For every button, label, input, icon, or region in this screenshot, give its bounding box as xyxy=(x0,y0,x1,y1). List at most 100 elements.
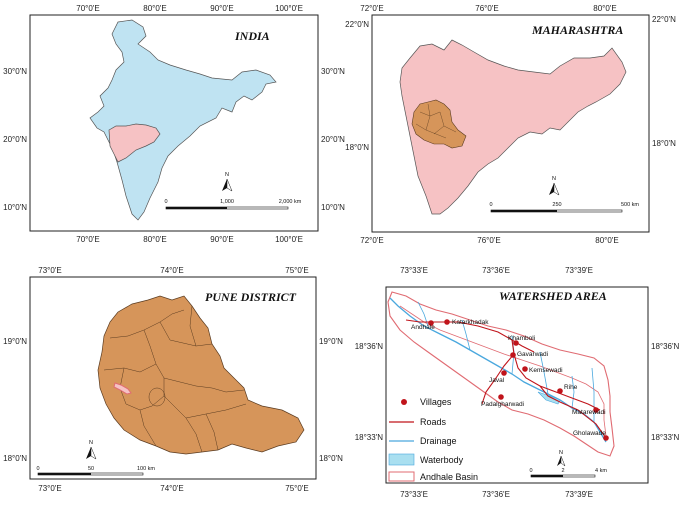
road-network xyxy=(405,319,607,439)
ws-bottom-tick-2: 73°36'E xyxy=(482,490,510,499)
india-right-tick-2: 20°0'N xyxy=(321,135,345,144)
village-kemsewadi-label: Kemsewadi xyxy=(529,367,563,374)
village-kemsewadi-dot xyxy=(522,366,528,372)
mh-scale-0: 0 xyxy=(489,202,492,208)
watershed-frame xyxy=(385,286,649,484)
village-andhale-dot xyxy=(428,320,434,326)
pune-scale-0: 0 xyxy=(36,466,39,472)
ws-north-arrow: N xyxy=(557,450,566,467)
village-andhale-label: Andhale xyxy=(411,324,435,331)
pune-scale-1: 50 xyxy=(88,466,94,472)
ws-right-tick-1: 18°36'N xyxy=(651,342,680,351)
india-right-tick-1: 30°0'N xyxy=(321,67,345,76)
india-scale-bar: 0 1,000 2,000 km xyxy=(164,199,302,210)
village-rihe-dot xyxy=(557,388,563,394)
mh-top-tick-1: 72°0'E xyxy=(360,4,383,13)
mh-left-tick-1: 22°0'N xyxy=(345,20,369,29)
pune-bottom-tick-1: 73°0'E xyxy=(38,484,61,493)
ws-top-tick-3: 73°39'E xyxy=(565,266,593,275)
mh-top-tick-3: 80°0'E xyxy=(593,4,616,13)
maharashtra-pune-district xyxy=(411,99,467,149)
ws-scale-0: 0 xyxy=(529,468,532,474)
mh-scale-2: 500 km xyxy=(621,202,639,208)
pune-north-label: N xyxy=(89,440,93,446)
pune-left-tick-2: 18°0'N xyxy=(3,454,27,463)
ws-north-label: N xyxy=(559,450,563,456)
mh-bottom-tick-1: 72°0'E xyxy=(360,236,383,245)
pune-right-tick-1: 19°0'N xyxy=(319,337,343,346)
watershed-panel: 73°33'E 73°36'E 73°39'E 73°33'E 73°36'E … xyxy=(355,266,680,499)
pune-scale-2: 100 km xyxy=(137,466,155,472)
village-katarkhadak-dot xyxy=(444,319,450,325)
india-left-tick-2: 20°0'N xyxy=(3,135,27,144)
mh-top-tick-2: 76°0'E xyxy=(475,4,498,13)
pune-right-tick-2: 18°0'N xyxy=(319,454,343,463)
village-katarkhadak-label: Katarkhadak xyxy=(452,319,489,326)
village-gholawade-label: Gholawade xyxy=(573,430,606,437)
ws-left-tick-1: 18°36'N xyxy=(355,342,384,351)
watershed-title: WATERSHED AREA xyxy=(499,289,607,303)
india-maharashtra-highlight xyxy=(108,123,161,163)
legend-basin-symbol xyxy=(388,471,415,482)
india-panel: 70°0'E 80°0'E 90°0'E 100°0'E 70°0'E 80°0… xyxy=(3,4,345,244)
mh-north-arrow: N xyxy=(549,176,560,196)
india-bottom-tick-2: 80°0'E xyxy=(143,235,166,244)
india-north-arrow: N xyxy=(222,172,233,192)
village-rihe-label: Rihe xyxy=(564,384,578,391)
legend-villages-label: Villages xyxy=(420,397,452,407)
india-scale-2: 2,000 km xyxy=(279,199,302,205)
ws-scale-2: 4 km xyxy=(595,468,607,474)
village-javal-dot xyxy=(501,370,507,376)
ws-top-tick-1: 73°33'E xyxy=(400,266,428,275)
pune-taluka-boundaries xyxy=(103,305,247,453)
ws-scale-1: 2 xyxy=(561,468,564,474)
sub-watershed-boundary xyxy=(399,305,607,437)
mh-right-tick-2: 18°0'N xyxy=(652,139,676,148)
pune-study-area-highlight xyxy=(113,382,132,395)
legend-waterbody-symbol xyxy=(388,453,415,466)
india-top-tick-3: 90°0'E xyxy=(210,4,233,13)
maharashtra-pune-talukas xyxy=(415,103,457,139)
pune-scale-bar: 0 50 100 km xyxy=(36,466,155,476)
mh-scale-1: 250 xyxy=(552,202,561,208)
pune-title: PUNE DISTRICT xyxy=(205,290,297,304)
maharashtra-shape xyxy=(399,39,627,215)
india-left-tick-3: 10°0'N xyxy=(3,203,27,212)
village-padalgharwadi-dot xyxy=(498,394,504,400)
india-title: INDIA xyxy=(234,29,270,43)
ws-left-tick-2: 18°33'N xyxy=(355,433,384,442)
village-gholawade-dot xyxy=(603,435,609,441)
india-bottom-tick-3: 90°0'E xyxy=(210,235,233,244)
ws-bottom-tick-1: 73°33'E xyxy=(400,490,428,499)
ws-right-tick-2: 18°33'N xyxy=(651,433,680,442)
pune-north-arrow: N xyxy=(86,440,97,460)
india-right-tick-3: 10°0'N xyxy=(321,203,345,212)
andhale-basin-boundary xyxy=(387,291,615,457)
legend-waterbody-label: Waterbody xyxy=(420,455,464,465)
ws-scale-bar: 0 2 4 km xyxy=(529,468,607,478)
pune-top-tick-2: 74°0'E xyxy=(160,266,183,275)
mh-scale-bar: 0 250 500 km xyxy=(489,202,639,213)
india-bottom-tick-1: 70°0'E xyxy=(76,235,99,244)
village-javal-label: Javal xyxy=(489,377,505,384)
mh-right-tick-1: 22°0'N xyxy=(652,15,676,24)
india-bottom-tick-4: 100°0'E xyxy=(275,235,303,244)
india-top-tick-4: 100°0'E xyxy=(275,4,303,13)
village-khamboli-label: Khamboli xyxy=(508,335,535,342)
watershed-legend: Villages Roads Drainage Waterbody Andhal… xyxy=(388,397,478,482)
mh-bottom-tick-2: 76°0'E xyxy=(477,236,500,245)
india-top-tick-1: 70°0'E xyxy=(76,4,99,13)
pune-left-tick-1: 19°0'N xyxy=(3,337,27,346)
mh-bottom-tick-3: 80°0'E xyxy=(595,236,618,245)
maharashtra-title: MAHARASHTRA xyxy=(531,23,623,37)
ws-top-tick-2: 73°36'E xyxy=(482,266,510,275)
village-khamboli-dot xyxy=(513,340,519,346)
legend-drainage-label: Drainage xyxy=(420,436,457,446)
village-matarewadi-dot xyxy=(593,407,599,413)
india-left-tick-1: 30°0'N xyxy=(3,67,27,76)
pune-top-tick-3: 75°0'E xyxy=(285,266,308,275)
village-gavarwadi-label: Gavarwadi xyxy=(517,351,548,358)
india-north-label: N xyxy=(225,172,229,178)
india-shape xyxy=(89,19,277,221)
